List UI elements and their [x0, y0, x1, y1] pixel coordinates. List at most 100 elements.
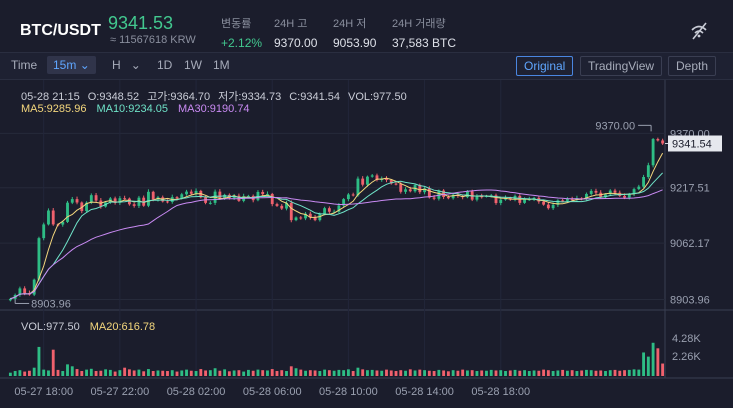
candle	[18, 288, 22, 295]
volume-bar	[147, 369, 150, 376]
volume-bar	[47, 370, 50, 376]
candle	[289, 202, 293, 221]
candle	[166, 201, 169, 203]
volume-bar	[480, 370, 484, 376]
interval-1m-button[interactable]: 1M	[213, 58, 230, 72]
y-tick-label: 9217.51	[670, 183, 710, 195]
ohlc-legend: 05-28 21:15 O:9348.52 고가:9364.70 저가:9334.73…	[21, 88, 415, 104]
no-wifi-logo-icon[interactable]	[688, 20, 710, 42]
interval-15m-select[interactable]: 15m ⌄	[47, 56, 96, 74]
candle	[394, 183, 398, 185]
candle	[346, 194, 350, 200]
volume-bar	[266, 370, 269, 376]
volume-bar	[61, 371, 65, 376]
candle	[194, 190, 198, 194]
candle	[327, 208, 331, 212]
chart-axes: 9370.00 9217.51 9062.17 8903.96 05-27 18:00 0…	[14, 120, 722, 398]
candle	[132, 204, 136, 206]
x-tick-label: 05-28 02:00	[167, 386, 226, 398]
candle	[437, 190, 441, 199]
volume-bar	[423, 370, 427, 376]
volume-bar	[132, 370, 136, 376]
candle	[656, 139, 660, 141]
volume-bar	[232, 370, 236, 376]
candle	[451, 194, 455, 199]
hour-interval-select[interactable]: H ⌄	[112, 58, 141, 72]
candle	[627, 193, 631, 198]
candle	[446, 196, 450, 199]
volume-bar	[399, 370, 403, 376]
volume-bar	[275, 371, 279, 376]
volume-bar	[332, 370, 336, 376]
high-stat: 24H 고 9370.00	[274, 15, 317, 50]
candle	[642, 177, 646, 187]
x-tick-label: 05-27 22:00	[91, 386, 150, 398]
candle	[475, 196, 479, 200]
candle	[8, 298, 12, 301]
candle	[70, 199, 74, 203]
volume-bar	[594, 370, 598, 376]
volume-bar	[142, 371, 146, 376]
candle	[351, 194, 355, 196]
candle	[408, 189, 412, 192]
volume-bar	[23, 371, 27, 376]
candle	[651, 139, 655, 166]
view-tradingview-button[interactable]: TradingView	[580, 56, 663, 76]
view-depth-button[interactable]: Depth	[668, 56, 717, 76]
legend-time: 05-28 21:15	[21, 91, 80, 103]
interval-1d-button[interactable]: 1D	[157, 58, 173, 72]
candle	[532, 197, 536, 200]
volume-bar	[32, 367, 36, 376]
candlestick-chart[interactable]: 9370.00 9217.51 9062.17 8903.96 05-27 18:00 0…	[0, 80, 733, 408]
volume-bar	[565, 370, 569, 376]
volume-bar	[137, 369, 141, 376]
candle	[51, 210, 55, 225]
volume-bar	[513, 369, 517, 376]
candle	[123, 198, 127, 200]
volume-bar	[613, 369, 617, 376]
volume-bar	[94, 371, 98, 376]
view-original-button[interactable]: Original	[516, 56, 574, 76]
volume-bar	[51, 349, 55, 376]
volume-bar	[532, 370, 536, 376]
volume-bar	[599, 370, 603, 376]
volume-bar	[475, 371, 479, 376]
candle	[175, 197, 179, 199]
legend-volume: VOL:977.50	[347, 91, 407, 103]
candle	[385, 178, 388, 181]
current-price-box	[668, 135, 722, 152]
candle	[661, 140, 665, 144]
volume-bar	[227, 371, 231, 376]
candle	[542, 201, 546, 205]
candle	[185, 191, 188, 195]
volume-bar	[351, 371, 355, 376]
ma-legend: MA5:9285.96 MA10:9234.05 MA30:9190.74	[21, 103, 260, 115]
volume-bar	[75, 369, 79, 376]
candle	[118, 198, 122, 203]
volume-bar	[442, 370, 446, 376]
volume-bar	[661, 363, 665, 376]
x-tick-label: 05-27 18:00	[14, 386, 73, 398]
volume-bar	[518, 370, 522, 376]
volume-bar	[637, 369, 641, 376]
candle	[613, 190, 617, 193]
interval-1w-button[interactable]: 1W	[184, 58, 202, 72]
interval-selected-label: 15m	[53, 58, 77, 72]
volume-bar	[413, 370, 417, 376]
volume-bar	[99, 370, 103, 376]
candle	[218, 191, 222, 199]
candle	[399, 183, 403, 192]
low-label: 24H 저	[333, 18, 367, 30]
time-button[interactable]: Time	[11, 58, 38, 72]
candle	[561, 200, 565, 202]
candle	[266, 193, 269, 195]
volume-bar	[642, 352, 646, 376]
volume-bar	[575, 371, 579, 376]
volume-bar	[237, 370, 241, 376]
candle	[375, 175, 379, 181]
volume-bar	[337, 369, 341, 376]
volume-bar	[623, 370, 626, 376]
volume-bar	[546, 370, 550, 376]
candle	[275, 204, 279, 206]
candle	[23, 288, 27, 294]
